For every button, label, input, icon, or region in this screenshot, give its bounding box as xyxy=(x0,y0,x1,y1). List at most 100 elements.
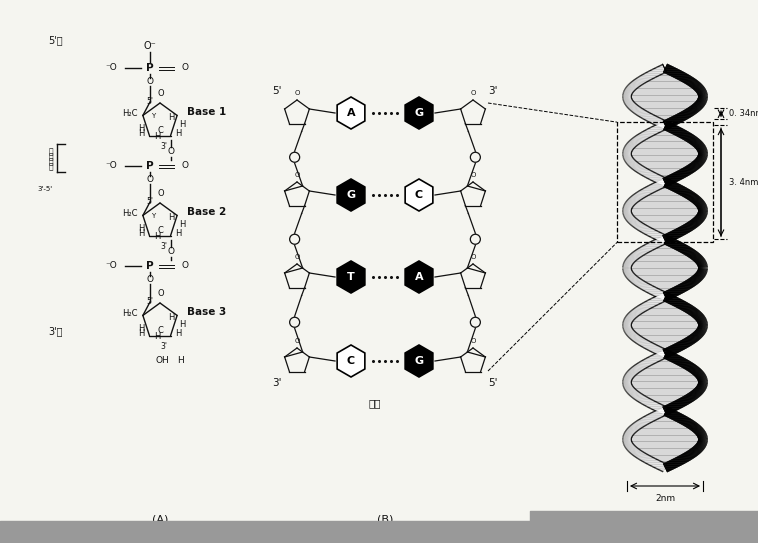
Polygon shape xyxy=(405,179,433,211)
Text: H: H xyxy=(138,124,144,134)
Text: P: P xyxy=(146,261,154,271)
Text: H: H xyxy=(168,213,174,223)
Text: (B): (B) xyxy=(377,515,393,525)
Text: 2nm: 2nm xyxy=(655,494,675,503)
Text: 3': 3' xyxy=(161,342,168,351)
Text: P: P xyxy=(146,63,154,73)
Polygon shape xyxy=(627,352,703,409)
Text: H: H xyxy=(179,220,186,230)
Polygon shape xyxy=(627,68,703,125)
Text: OH: OH xyxy=(155,356,170,364)
Text: P: P xyxy=(146,161,154,171)
Text: H₂C: H₂C xyxy=(122,109,138,118)
Text: ⁻O: ⁻O xyxy=(105,161,117,171)
Text: G: G xyxy=(346,190,356,200)
Text: H: H xyxy=(138,229,145,238)
Text: 磷: 磷 xyxy=(49,148,53,156)
Polygon shape xyxy=(337,261,365,293)
Polygon shape xyxy=(627,182,703,238)
Text: 筼基: 筼基 xyxy=(368,398,381,408)
Text: O: O xyxy=(470,338,476,344)
Text: H: H xyxy=(138,324,144,333)
Text: 3': 3' xyxy=(488,86,498,96)
Text: Y: Y xyxy=(151,213,155,219)
Text: G: G xyxy=(415,108,424,118)
Text: O: O xyxy=(181,64,188,73)
Text: H: H xyxy=(168,113,174,123)
Text: A: A xyxy=(346,108,356,118)
Text: O: O xyxy=(181,161,188,171)
Text: O: O xyxy=(181,262,188,270)
Text: O: O xyxy=(294,90,299,96)
Text: 5': 5' xyxy=(146,198,153,206)
Text: 5': 5' xyxy=(146,97,153,106)
Text: H: H xyxy=(138,224,144,233)
Text: H: H xyxy=(155,131,161,141)
Text: Base 3: Base 3 xyxy=(187,307,227,318)
Text: H: H xyxy=(177,356,184,364)
Text: 3. 4nm: 3. 4nm xyxy=(729,178,758,187)
Text: O: O xyxy=(167,248,174,256)
Text: H: H xyxy=(176,129,182,138)
Text: 5'端: 5'端 xyxy=(48,35,63,45)
Text: 3': 3' xyxy=(272,378,282,388)
Text: O: O xyxy=(158,89,164,98)
Text: 0. 34nm: 0. 34nm xyxy=(729,109,758,118)
Polygon shape xyxy=(337,345,365,377)
Text: 3': 3' xyxy=(161,142,168,150)
Text: Base 1: Base 1 xyxy=(187,108,227,117)
Text: O: O xyxy=(146,275,154,285)
Text: H: H xyxy=(176,329,182,338)
Text: (A): (A) xyxy=(152,515,168,525)
Text: H: H xyxy=(155,231,161,241)
Text: O: O xyxy=(146,175,154,185)
Text: H: H xyxy=(155,332,161,340)
Text: G: G xyxy=(415,356,424,366)
Text: H₂C: H₂C xyxy=(122,309,138,318)
Text: H: H xyxy=(179,320,186,330)
Text: A: A xyxy=(415,272,423,282)
Text: H: H xyxy=(168,313,174,323)
Text: 酯: 酯 xyxy=(49,157,53,167)
Text: O⁻: O⁻ xyxy=(143,41,156,51)
Text: C: C xyxy=(347,356,355,366)
Text: C: C xyxy=(157,126,163,135)
Text: 3'-5': 3'-5' xyxy=(38,186,53,192)
Text: H: H xyxy=(138,329,145,338)
Text: 3': 3' xyxy=(161,242,168,250)
Text: 酸: 酸 xyxy=(49,153,53,161)
Text: O: O xyxy=(167,148,174,156)
Text: O: O xyxy=(294,338,299,344)
Text: C: C xyxy=(157,326,163,335)
Polygon shape xyxy=(627,409,703,466)
Text: H₂C: H₂C xyxy=(122,209,138,218)
Text: Y: Y xyxy=(151,113,155,119)
Text: 键: 键 xyxy=(49,162,53,172)
Bar xyxy=(617,122,713,242)
Text: 5': 5' xyxy=(488,378,498,388)
Text: H: H xyxy=(138,129,145,138)
Polygon shape xyxy=(627,295,703,352)
Text: H: H xyxy=(179,121,186,129)
Polygon shape xyxy=(627,125,703,182)
Polygon shape xyxy=(405,261,433,293)
Polygon shape xyxy=(337,179,365,211)
Text: Base 2: Base 2 xyxy=(187,207,227,217)
Text: ⁻O: ⁻O xyxy=(105,262,117,270)
Text: H: H xyxy=(176,229,182,238)
Text: 5': 5' xyxy=(146,298,153,306)
Text: ( C ): ( C ) xyxy=(648,515,672,525)
Text: C: C xyxy=(157,226,163,235)
Text: 3'端: 3'端 xyxy=(48,326,62,336)
Text: O: O xyxy=(146,78,154,86)
Text: ⁻O: ⁻O xyxy=(105,64,117,73)
Polygon shape xyxy=(405,345,433,377)
Text: T: T xyxy=(347,272,355,282)
Text: O: O xyxy=(470,90,476,96)
Text: O: O xyxy=(470,172,476,178)
Polygon shape xyxy=(627,238,703,295)
Text: O: O xyxy=(158,289,164,298)
Text: O: O xyxy=(294,254,299,260)
Text: O: O xyxy=(294,172,299,178)
Text: O: O xyxy=(158,189,164,198)
